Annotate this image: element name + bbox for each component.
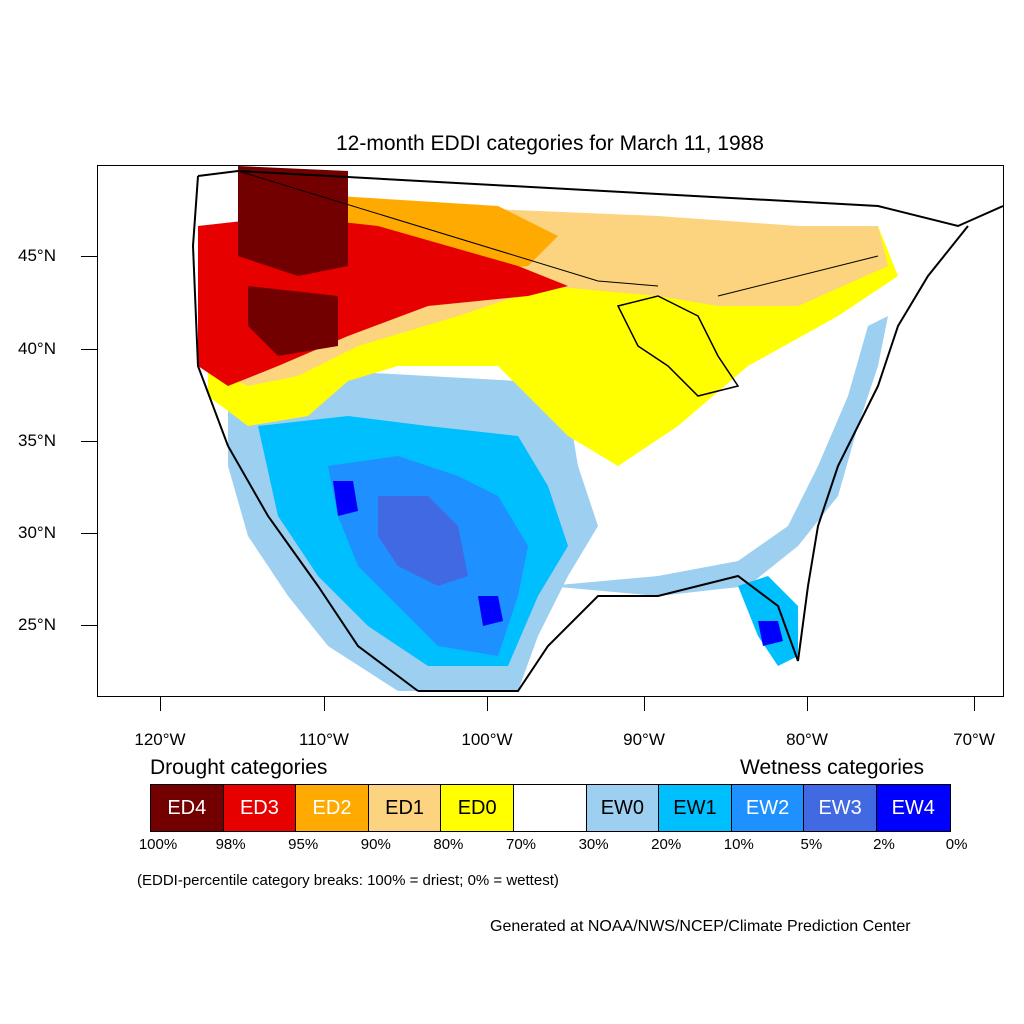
legend-box-ew0: EW0 [586, 785, 660, 831]
legend-break-label: 2% [873, 836, 895, 853]
legend-box-neutral [513, 785, 587, 831]
great-lakes [616, 295, 740, 397]
us-outline [191, 169, 1003, 692]
legend-break-label: 98% [215, 836, 246, 853]
lat-tick [81, 625, 97, 626]
lon-label-100: 100°W [461, 730, 513, 749]
lon-label-120: 120°W [134, 730, 186, 749]
lat-tick [81, 533, 97, 534]
wetness-categories-header: Wetness categories [740, 756, 925, 779]
legend-break-label: 80% [433, 836, 464, 853]
lat-label-35: 35°N [18, 431, 56, 450]
lon-tick [974, 697, 975, 711]
legend-break-label: 30% [578, 836, 609, 853]
legend-break-label: 10% [723, 836, 754, 853]
legend-box-ed3: ED3 [223, 785, 297, 831]
lat-tick [81, 441, 97, 442]
map-canvas [191, 166, 1003, 692]
legend-box-ew4: EW4 [876, 785, 950, 831]
lon-tick [807, 697, 808, 711]
lat-label-30: 30°N [18, 523, 56, 542]
lon-tick [160, 697, 161, 711]
legend-break-label: 90% [360, 836, 391, 853]
lat-label-25: 25°N [18, 615, 56, 634]
legend-note: (EDDI-percentile category breaks: 100% =… [137, 872, 559, 889]
wet-region-ew3-newmexico [378, 496, 468, 586]
eddi-map [97, 165, 1004, 697]
lat-tick [81, 349, 97, 350]
dry-region-ed4-idaho [238, 166, 348, 276]
lat-tick [81, 256, 97, 257]
map-title: 12-month EDDI categories for March 11, 1… [336, 132, 764, 155]
lon-label-90: 90°W [623, 730, 665, 749]
lon-label-80: 80°W [786, 730, 828, 749]
legend-break-label: 0% [945, 836, 968, 853]
legend-break-label: 20% [651, 836, 682, 853]
canada-border [237, 170, 879, 297]
legend-break-label: 100% [138, 836, 178, 853]
legend-box-ed4: ED4 [151, 785, 224, 831]
lat-label-45: 45°N [18, 246, 56, 265]
legend-box-ed0: ED0 [441, 785, 514, 831]
drought-categories-header: Drought categories [150, 756, 328, 779]
legend-box-ew1: EW1 [659, 785, 732, 831]
lon-label-70: 70°W [953, 730, 995, 749]
lon-label-110: 110°W [299, 730, 349, 749]
lon-tick [487, 697, 488, 711]
wet-region-ew0-southeast [548, 316, 888, 596]
legend-box-ew2: EW2 [731, 785, 805, 831]
legend-break-label: 5% [800, 836, 823, 853]
dry-region-ed4-oregon [248, 286, 338, 356]
legend-break-label: 70% [505, 836, 537, 853]
legend-box-ew3: EW3 [804, 785, 877, 831]
legend-break-label: 95% [288, 836, 319, 853]
wet-region-ew4-arizona [333, 481, 358, 516]
legend-box-ed1: ED1 [368, 785, 442, 831]
category-legend: ED4 ED3 ED2 ED1 ED0 EW0 EW1 EW2 EW3 EW4 [150, 784, 951, 832]
credit-text: Generated at NOAA/NWS/NCEP/Climate Predi… [490, 918, 911, 935]
wet-region-ew4-florida [758, 621, 783, 646]
legend-box-ed2: ED2 [296, 785, 369, 831]
lon-tick [644, 697, 645, 711]
lon-tick [324, 697, 325, 711]
wet-region-ew4-texas [478, 596, 503, 626]
lat-label-40: 40°N [18, 339, 56, 358]
